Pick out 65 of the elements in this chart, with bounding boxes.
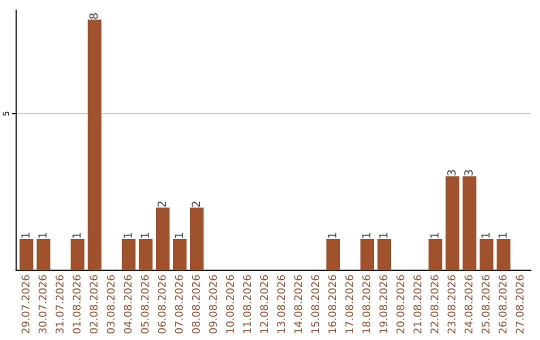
data-label: 1: [328, 232, 336, 238]
data-label: 8: [89, 13, 98, 19]
x-tick-label: 12.08.2026: [260, 275, 268, 333]
bar: [122, 238, 136, 270]
data-label: 1: [72, 232, 81, 238]
data-label: 1: [379, 232, 388, 238]
data-label: 1: [481, 232, 490, 238]
x-tick-label: 23.08.2026: [448, 275, 456, 334]
x-tick-label: 04.08.2026: [124, 275, 132, 334]
x-tick-label: 09.08.2026: [209, 275, 217, 334]
data-label: 3: [447, 170, 456, 176]
bar: [446, 176, 460, 270]
x-tick-label: 11.08.2026: [243, 275, 251, 333]
x-tick-label: 30.07.2026: [38, 275, 46, 334]
data-label: 1: [174, 232, 183, 238]
x-tick-label: 26.08.2026: [498, 275, 507, 334]
bar: [88, 20, 102, 270]
bar: [172, 238, 187, 270]
x-tick-label: 02.08.2026: [90, 275, 98, 334]
x-tick-label: 17.08.2026: [345, 275, 354, 333]
bar: [20, 238, 34, 270]
x-tick-label: 05.08.2026: [140, 275, 149, 334]
data-label: 1: [38, 232, 47, 238]
x-tick-label: 18.08.2026: [362, 275, 370, 333]
x-tick-label: 15.08.2026: [311, 275, 320, 333]
x-tick-label: 16.08.2026: [328, 275, 336, 333]
data-label: 1: [124, 232, 132, 238]
x-tick-label: 10.08.2026: [226, 275, 234, 333]
x-tick-label: 03.08.2026: [106, 275, 115, 334]
x-tick-label: 21.08.2026: [413, 275, 422, 334]
x-tick-label: 20.08.2026: [396, 275, 404, 334]
x-tick-label: 24.08.2026: [464, 275, 472, 334]
bar: [326, 238, 340, 270]
data-label: 1: [362, 232, 370, 238]
x-tick-label: 08.08.2026: [192, 275, 200, 334]
bar: [36, 238, 50, 270]
y-tick-label: 5: [2, 112, 10, 116]
bar: [480, 238, 494, 270]
data-label: 1: [140, 232, 149, 238]
bar: [190, 208, 204, 270]
bar: [156, 208, 170, 270]
bar: [138, 238, 153, 270]
data-label: 3: [464, 170, 473, 176]
x-tick-label: 27.08.2026: [516, 275, 524, 334]
x-tick-label: 19.08.2026: [379, 275, 388, 333]
x-tick-label: 13.08.2026: [277, 275, 286, 333]
data-label: 1: [21, 232, 30, 238]
bar: [496, 238, 510, 270]
x-tick-label: 31.07.2026: [56, 275, 64, 334]
data-label: 2: [192, 202, 200, 207]
data-label: 1: [430, 232, 438, 238]
x-tick-label: 29.07.2026: [22, 275, 30, 334]
data-label: 1: [498, 232, 507, 238]
bar: [462, 176, 476, 270]
x-tick-label: 06.08.2026: [158, 275, 166, 334]
x-tick-label: 22.08.2026: [430, 275, 438, 334]
bar: [377, 238, 392, 270]
data-label: 2: [158, 202, 166, 207]
x-tick-label: 07.08.2026: [174, 275, 183, 334]
x-tick-label: 01.08.2026: [72, 275, 81, 334]
bar: [70, 238, 84, 270]
x-tick-label: 14.08.2026: [294, 275, 302, 333]
bar: [428, 238, 442, 270]
x-tick-label: 25.08.2026: [482, 275, 490, 334]
bar: [360, 238, 374, 270]
